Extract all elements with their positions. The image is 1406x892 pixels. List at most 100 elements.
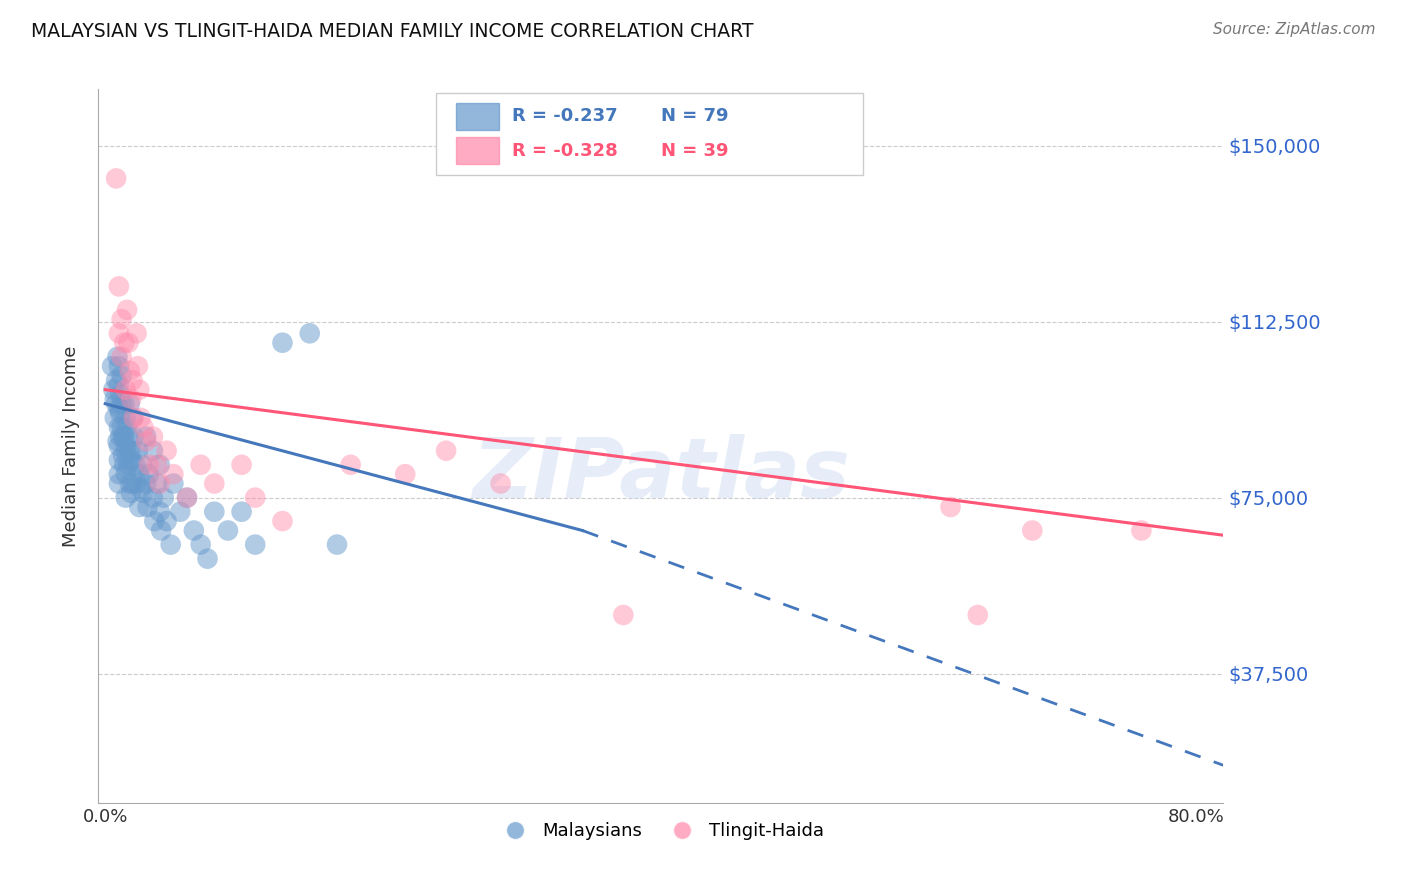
Point [142,443,165,458]
Point [108,279,131,293]
Point [114,410,136,425]
Point [112,458,135,472]
Point [121,373,143,387]
Text: R = -0.237: R = -0.237 [512,107,619,125]
Point [105,171,128,186]
Point [115,420,138,434]
Point [135,434,157,449]
Point [271,335,294,350]
FancyBboxPatch shape [436,93,863,175]
Point [104,410,127,425]
Point [121,410,143,425]
Point [117,429,139,443]
Point [117,335,139,350]
Text: R = -0.328: R = -0.328 [512,142,619,160]
Point [162,467,184,482]
Text: N = 79: N = 79 [661,107,728,125]
Point [122,410,145,425]
Text: MALAYSIAN VS TLINGIT-HAIDA MEDIAN FAMILY INCOME CORRELATION CHART: MALAYSIAN VS TLINGIT-HAIDA MEDIAN FAMILY… [31,22,754,41]
Point [108,439,131,453]
Point [105,373,128,387]
Point [110,397,132,411]
Point [155,514,177,528]
Point [120,392,142,406]
Point [132,420,155,434]
Point [110,350,132,364]
Point [120,453,142,467]
Point [108,378,131,392]
Point [118,397,141,411]
Point [394,467,416,482]
Point [107,350,129,364]
Point [183,524,205,538]
Point [103,383,125,397]
Point [176,491,198,505]
Point [108,420,131,434]
Point [489,476,512,491]
Point [231,505,253,519]
Point [190,458,212,472]
Point [146,458,169,472]
Point [131,458,153,472]
Point [101,359,124,374]
Point [142,491,165,505]
Point [326,538,349,552]
Point [153,491,176,505]
Point [122,429,145,443]
Point [155,443,177,458]
Y-axis label: Median Family Income: Median Family Income [62,345,80,547]
Point [162,476,184,491]
FancyBboxPatch shape [456,137,499,164]
Point [125,326,148,341]
Point [142,429,165,443]
Point [135,476,157,491]
FancyBboxPatch shape [456,103,499,130]
Point [118,364,141,378]
Point [110,368,132,383]
Point [117,458,139,472]
Point [114,491,136,505]
Point [190,538,212,552]
Point [146,476,169,491]
Point [143,514,166,528]
Point [202,505,225,519]
Point [111,429,134,443]
Point [104,392,127,406]
Point [118,476,141,491]
Point [114,467,136,482]
Point [245,491,267,505]
Point [127,359,149,374]
Point [108,467,131,482]
Point [114,383,136,397]
Point [114,439,136,453]
Point [115,449,138,463]
Point [939,500,962,514]
Point [197,551,219,566]
Point [125,476,148,491]
Point [115,302,138,317]
Point [231,458,253,472]
Text: ZIPatlas: ZIPatlas [472,434,849,515]
Point [127,443,149,458]
Legend: Malaysians, Tlingit-Haida: Malaysians, Tlingit-Haida [491,815,831,847]
Point [298,326,321,341]
Point [138,467,160,482]
Point [112,429,135,443]
Point [149,458,172,472]
Point [128,500,150,514]
Point [121,476,143,491]
Point [169,505,191,519]
Point [128,467,150,482]
Point [108,326,131,341]
Point [132,486,155,500]
Point [121,443,143,458]
Point [339,458,361,472]
Point [108,401,131,416]
Point [245,538,267,552]
Point [966,607,988,622]
Point [138,458,160,472]
Point [120,486,142,500]
Point [110,406,132,420]
Point [112,335,135,350]
Point [108,359,131,374]
